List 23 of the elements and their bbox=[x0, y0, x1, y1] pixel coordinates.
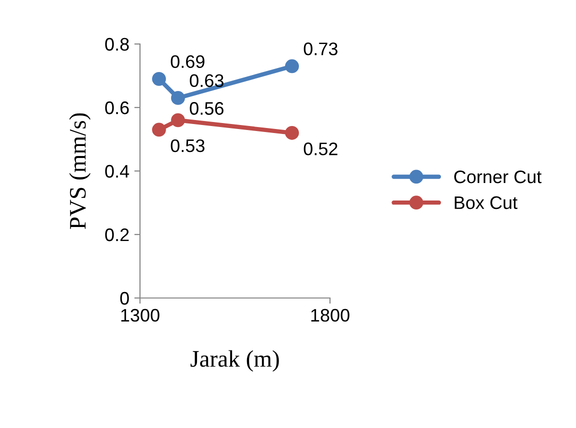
y-tick-label: 0 bbox=[120, 292, 129, 305]
point bbox=[285, 126, 299, 140]
data-label: 0.69 bbox=[170, 55, 204, 68]
data-label: 0.56 bbox=[190, 102, 224, 115]
y-tick-label: 0.2 bbox=[105, 228, 129, 242]
x-axis-title: Jarak (m) bbox=[190, 350, 279, 372]
legend-label: Corner Cut bbox=[454, 170, 542, 184]
point bbox=[171, 113, 185, 128]
y-tick-label: 0.8 bbox=[105, 38, 129, 51]
point bbox=[285, 59, 299, 74]
x-tick-label: 1800 bbox=[311, 308, 350, 322]
x-tick-label: 1300 bbox=[121, 308, 160, 322]
y-tick-label: 0.6 bbox=[105, 101, 129, 114]
legend-label: Box Cut bbox=[454, 196, 518, 210]
point bbox=[171, 91, 185, 105]
data-label: 0.63 bbox=[190, 74, 224, 88]
point bbox=[152, 72, 166, 86]
data-label: 0.73 bbox=[304, 42, 338, 56]
data-label: 0.53 bbox=[170, 139, 204, 152]
data-label: 0.52 bbox=[304, 142, 338, 156]
point bbox=[152, 122, 166, 137]
y-axis-title: PVS (mm/s) bbox=[69, 113, 91, 230]
y-tick-label: 0.4 bbox=[105, 164, 130, 178]
